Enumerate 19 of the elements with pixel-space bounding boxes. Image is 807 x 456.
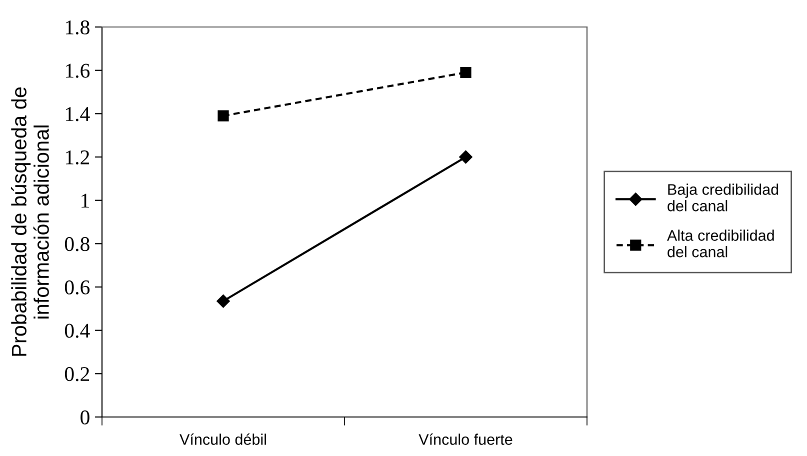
legend-label: Alta credibilidad del canal [667, 230, 774, 258]
x-tick-label: Vínculo débil [180, 433, 266, 445]
y-tick-label: 0.6 [64, 280, 90, 295]
y-tick-label: 1.2 [66, 150, 90, 165]
y-tick-label: 0.4 [64, 324, 90, 338]
y-axis-title: Probabilidad de búsqueda de información adicional [10, 87, 49, 356]
y-tick-label: 0.8 [64, 237, 90, 252]
x-tick-label: Vínculo fuerte [418, 433, 512, 445]
y-tick-label: 1.8 [66, 20, 90, 35]
point [459, 150, 472, 164]
y-tick-label: 1.6 [66, 64, 90, 78]
y-tick-label: 0 [80, 410, 90, 424]
y-tick-label: 1.4 [66, 107, 90, 122]
y-tick-label: 0.2 [64, 367, 90, 382]
y-tick-label: 1 [82, 194, 89, 208]
point [216, 294, 230, 308]
legend-label: Baja credibilidad del canal [668, 184, 778, 212]
point [460, 66, 472, 78]
point [218, 110, 229, 122]
